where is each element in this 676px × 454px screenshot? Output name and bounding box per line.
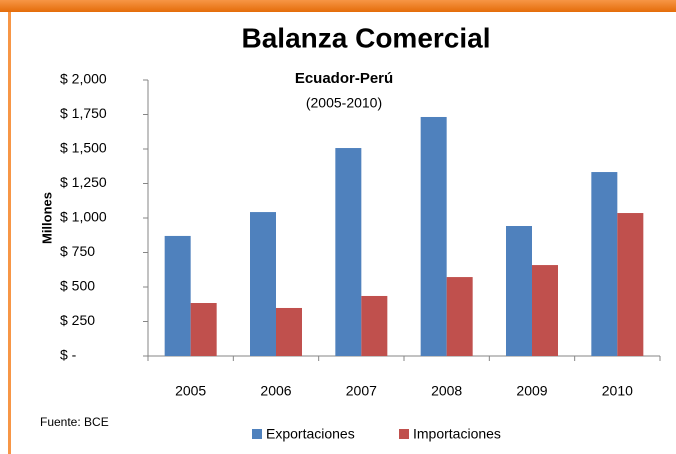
y-tick-label: $ 750 xyxy=(60,243,95,259)
y-tick-label: $ 1,750 xyxy=(60,105,107,121)
bar xyxy=(276,307,302,356)
y-tick-label: $ 500 xyxy=(60,278,95,294)
bar xyxy=(335,148,362,356)
bar xyxy=(164,235,191,356)
bar xyxy=(506,226,532,356)
x-tick-label: 2009 xyxy=(516,383,547,399)
bar xyxy=(446,277,473,356)
bar xyxy=(250,212,276,356)
top-border xyxy=(0,0,676,12)
chart-title: Balanza Comercial xyxy=(242,22,491,53)
x-tick-label: 2007 xyxy=(346,383,377,399)
legend-swatch xyxy=(399,429,409,439)
y-tick-label: $ 2,000 xyxy=(60,71,107,87)
bar xyxy=(420,116,447,356)
y-tick-label: $ - xyxy=(60,347,77,363)
y-axis-label: Millones xyxy=(39,192,54,244)
legend-swatch xyxy=(252,429,262,439)
y-tick-label: $ 1,500 xyxy=(60,140,107,156)
y-tick-label: $ 1,250 xyxy=(60,174,107,190)
x-tick-label: 2005 xyxy=(175,383,206,399)
x-tick-label: 2008 xyxy=(431,383,462,399)
chart-subtitle: Ecuador-Perú xyxy=(295,70,393,87)
bar xyxy=(532,265,558,356)
left-border xyxy=(8,12,11,454)
legend-label: Importaciones xyxy=(413,426,501,442)
bar xyxy=(190,303,217,356)
x-tick-label: 2010 xyxy=(602,383,633,399)
bar xyxy=(361,295,388,356)
x-tick-label: 2006 xyxy=(260,383,291,399)
chart-subtitle: (2005-2010) xyxy=(306,95,382,111)
source-note: Fuente: BCE xyxy=(40,415,109,429)
legend-label: Exportaciones xyxy=(266,426,355,442)
bar xyxy=(617,213,644,356)
y-tick-label: $ 1,000 xyxy=(60,209,107,225)
y-tick-label: $ 250 xyxy=(60,312,95,328)
bar xyxy=(591,172,618,356)
